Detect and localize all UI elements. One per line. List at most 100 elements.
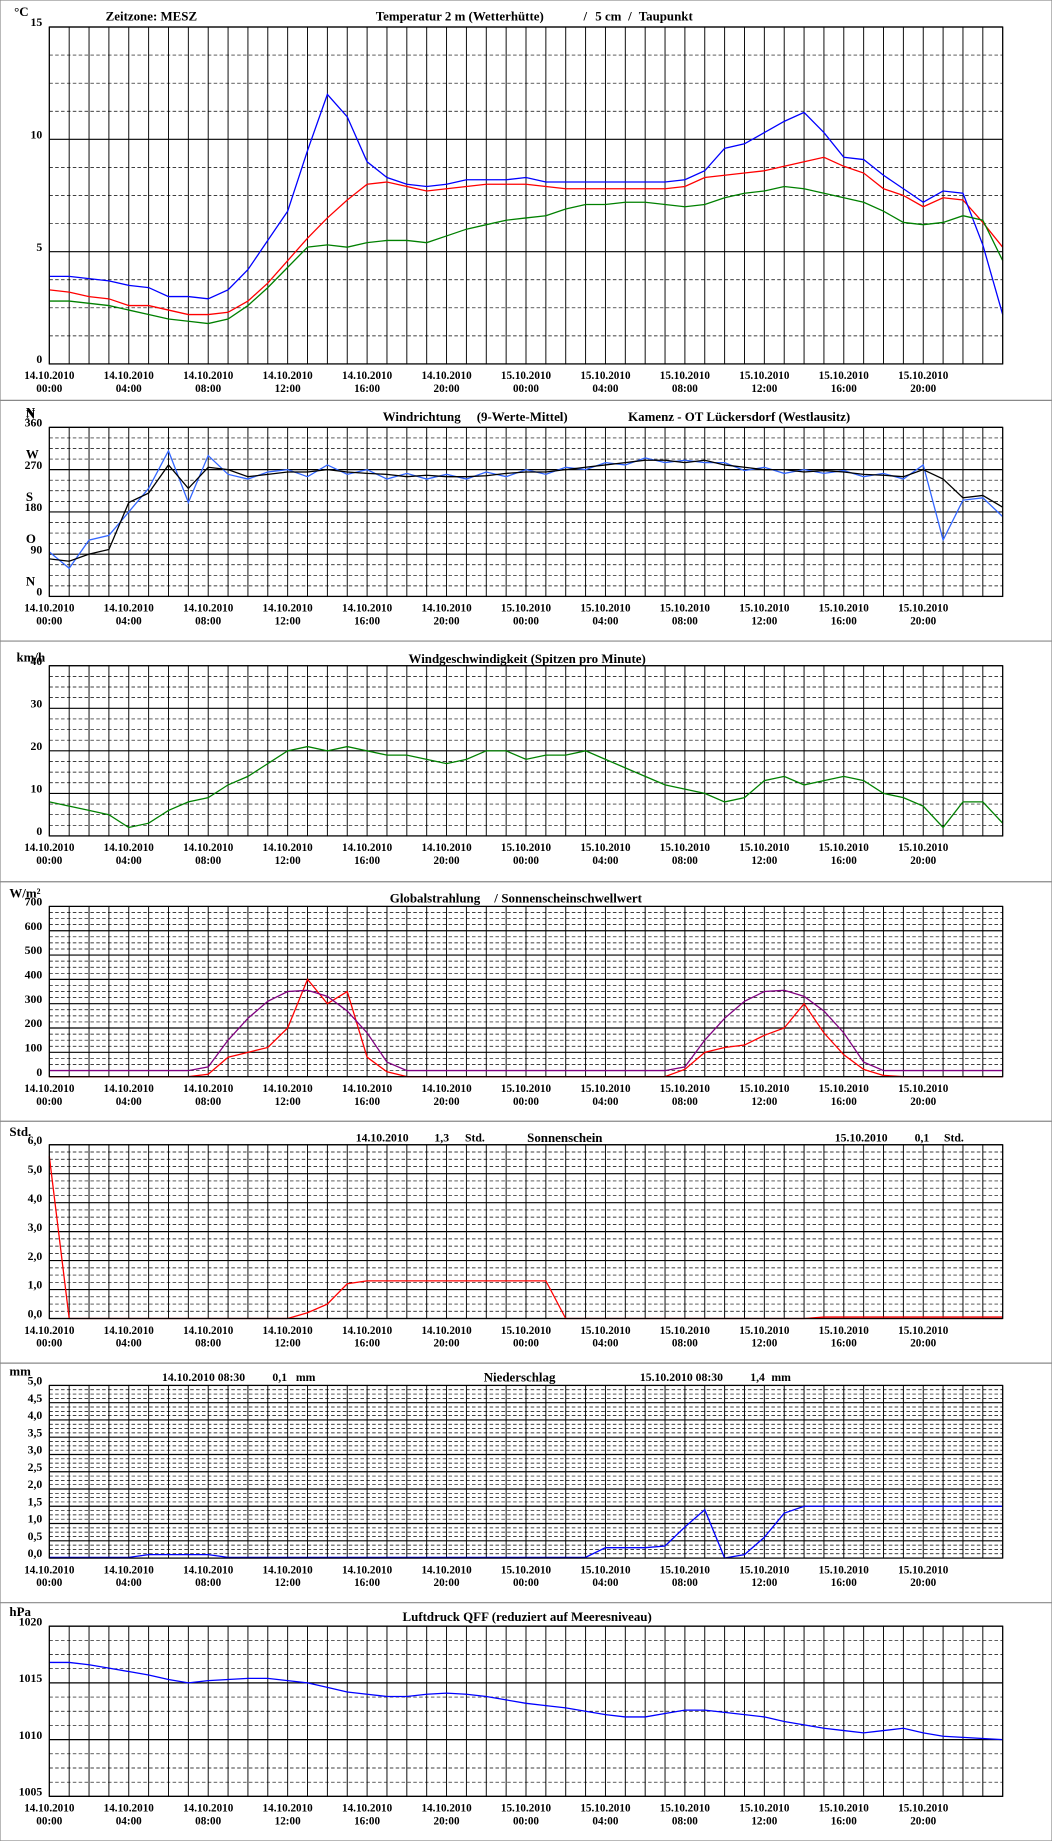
compass-label: W (26, 447, 39, 462)
x-tick-slot: 14.10.2010 04:00 (103, 371, 154, 396)
x-tick-label: 14.10.2010 12:00 (262, 1803, 313, 1829)
x-tick-label: 15.10.2010 08:00 (659, 1803, 710, 1829)
series-line (49, 989, 1003, 1072)
x-tick-slot: 15.10.2010 16:00 (819, 371, 869, 396)
x-tick-label: 15.10.2010 00:00 (500, 1083, 552, 1109)
y-tick-label: 4,0 (28, 1409, 43, 1422)
x-tick-label: 15.10.2010 04:00 (580, 1565, 631, 1590)
y-unit: N (26, 407, 36, 422)
legend-entry: 5 cm (595, 9, 621, 24)
day-total: 1,3 (434, 1132, 449, 1145)
x-tick-slot: 14.10.2010 12:00 (263, 1326, 313, 1351)
x-tick-label: 14.10.2010 00:00 (24, 371, 75, 396)
x-tick-label: 14.10.2010 16:00 (341, 1803, 393, 1829)
y-tick-label: 0,5 (28, 1530, 43, 1543)
y-tick-label: 180 (25, 501, 43, 514)
legend-separator: / (493, 890, 498, 905)
y-tick-label: 600 (25, 920, 43, 933)
x-tick-slot: 15.10.2010 12:00 (739, 1565, 790, 1590)
x-tick-label: 14.10.2010 00:00 (24, 603, 75, 629)
x-tick-slot: 15.10.2010 08:00 (660, 1084, 710, 1109)
x-tick-slot: 15.10.2010 08:00 (659, 1803, 710, 1829)
x-tick-label: 15.10.2010 00:00 (500, 843, 552, 868)
x-tick-slot: 14.10.2010 12:00 (263, 843, 313, 868)
x-tick-label: 15.10.2010 12:00 (739, 603, 790, 629)
y-tick-label: 500 (25, 944, 43, 957)
y-tick-label: 30 (31, 697, 43, 710)
series-line (49, 185, 1004, 325)
x-tick-slot: 15.10.2010 00:00 (500, 843, 552, 868)
y-tick-label: 3,5 (28, 1426, 43, 1439)
y-tick-label: 100 (25, 1042, 43, 1055)
x-tick-slot: 15.10.2010 16:00 (819, 1326, 869, 1351)
series-line (49, 459, 1004, 562)
day-unit: Std. (465, 1132, 485, 1145)
x-tick-slot: 14.10.2010 08:00 (183, 843, 234, 868)
plot-frame (48, 1625, 1004, 1797)
x-tick-label: 14.10.2010 08:00 (183, 1083, 234, 1109)
x-tick-label: 14.10.2010 08:00 (183, 843, 234, 868)
x-tick-label: 14.10.2010 16:00 (341, 1565, 393, 1590)
x-tick-label: 15.10.2010 20:00 (898, 1803, 949, 1829)
x-tick-slot: 14.10.2010 04:00 (104, 1326, 154, 1351)
x-tick-label: 14.10.2010 20:00 (421, 1803, 472, 1829)
x-tick-label: 14.10.2010 08:00 (183, 371, 234, 396)
compass-label: N (26, 404, 36, 419)
plot-frame (48, 905, 1004, 1078)
y-unit: km/h (16, 650, 45, 665)
x-tick-slot: 14.10.2010 00:00 (24, 1084, 74, 1109)
y-tick-label: 0,0 (28, 1547, 43, 1560)
x-tick-slot: 14.10.2010 20:00 (421, 371, 472, 396)
x-tick-label: 14.10.2010 00:00 (24, 1325, 75, 1351)
x-tick-label: 15.10.2010 08:00 (659, 1325, 710, 1351)
y-tick-label: 40 (31, 655, 43, 668)
x-tick-slot: 14.10.2010 08:00 (183, 603, 233, 628)
x-tick-label: 14.10.2010 16:00 (341, 603, 393, 629)
y-unit: mm (9, 1363, 31, 1378)
x-tick-label: 15.10.2010 12:00 (739, 1565, 790, 1590)
plot-frame (48, 1384, 1004, 1559)
y-tick-label: 0 (36, 1066, 42, 1079)
day-unit: mm (296, 1371, 316, 1384)
x-tick-slot: 15.10.2010 08:00 (660, 843, 710, 868)
x-tick-label: 15.10.2010 00:00 (500, 1565, 552, 1590)
x-tick-slot: 14.10.2010 04:00 (104, 1565, 154, 1590)
y-tick-label: 90 (31, 543, 43, 556)
y-tick-label: 400 (25, 969, 43, 982)
x-tick-slot: 14.10.2010 12:00 (263, 371, 313, 396)
x-tick-slot: 14.10.2010 00:00 (24, 1803, 74, 1828)
y-tick-label: 360 (25, 417, 43, 430)
x-tick-label: 14.10.2010 04:00 (103, 371, 154, 396)
x-tick-label: 15.10.2010 16:00 (818, 1803, 869, 1829)
x-tick-slot: 15.10.2010 08:00 (659, 1565, 710, 1590)
x-tick-label: 15.10.2010 00:00 (500, 1325, 552, 1351)
plot-frame (48, 1144, 1004, 1320)
x-tick-label: 14.10.2010 20:00 (421, 371, 472, 396)
x-tick-slot: 15.10.2010 04:00 (580, 843, 630, 868)
x-tick-label: 15.10.2010 08:00 (659, 1565, 710, 1590)
x-tick-label: 14.10.2010 08:00 (183, 1565, 234, 1590)
y-tick-label: 4,0 (28, 1192, 43, 1205)
x-tick-slot: 15.10.2010 12:00 (739, 1803, 789, 1828)
x-tick-label: 15.10.2010 00:00 (500, 603, 552, 629)
x-tick-slot: 15.10.2010 00:00 (500, 603, 552, 629)
series-line (49, 156, 1004, 316)
x-tick-slot: 14.10.2010 08:00 (183, 1083, 234, 1109)
x-tick-slot: 14.10.2010 16:00 (341, 603, 393, 629)
x-tick-label: 14.10.2010 16:00 (341, 843, 393, 868)
x-tick-slot: 14.10.2010 16:00 (341, 843, 393, 868)
legend-separator: / (583, 9, 588, 24)
x-tick-slot: 15.10.2010 12:00 (739, 843, 789, 868)
x-tick-slot: 14.10.2010 04:00 (104, 603, 154, 628)
x-tick-label: 14.10.2010 00:00 (24, 1565, 75, 1590)
y-tick-label: 1010 (19, 1729, 43, 1742)
day-total: 1,4 (750, 1371, 765, 1384)
x-tick-label: 15.10.2010 04:00 (580, 1083, 631, 1109)
x-tick-slot: 14.10.2010 12:00 (263, 1084, 313, 1109)
chart-title: Luftdruck QFF (reduziert auf Meeresnivea… (403, 1609, 652, 1624)
compass-label: O (26, 531, 36, 546)
x-tick-label: 15.10.2010 04:00 (580, 371, 631, 396)
y-tick-label: 200 (25, 1017, 43, 1030)
x-tick-slot: 14.10.2010 04:00 (104, 843, 154, 868)
